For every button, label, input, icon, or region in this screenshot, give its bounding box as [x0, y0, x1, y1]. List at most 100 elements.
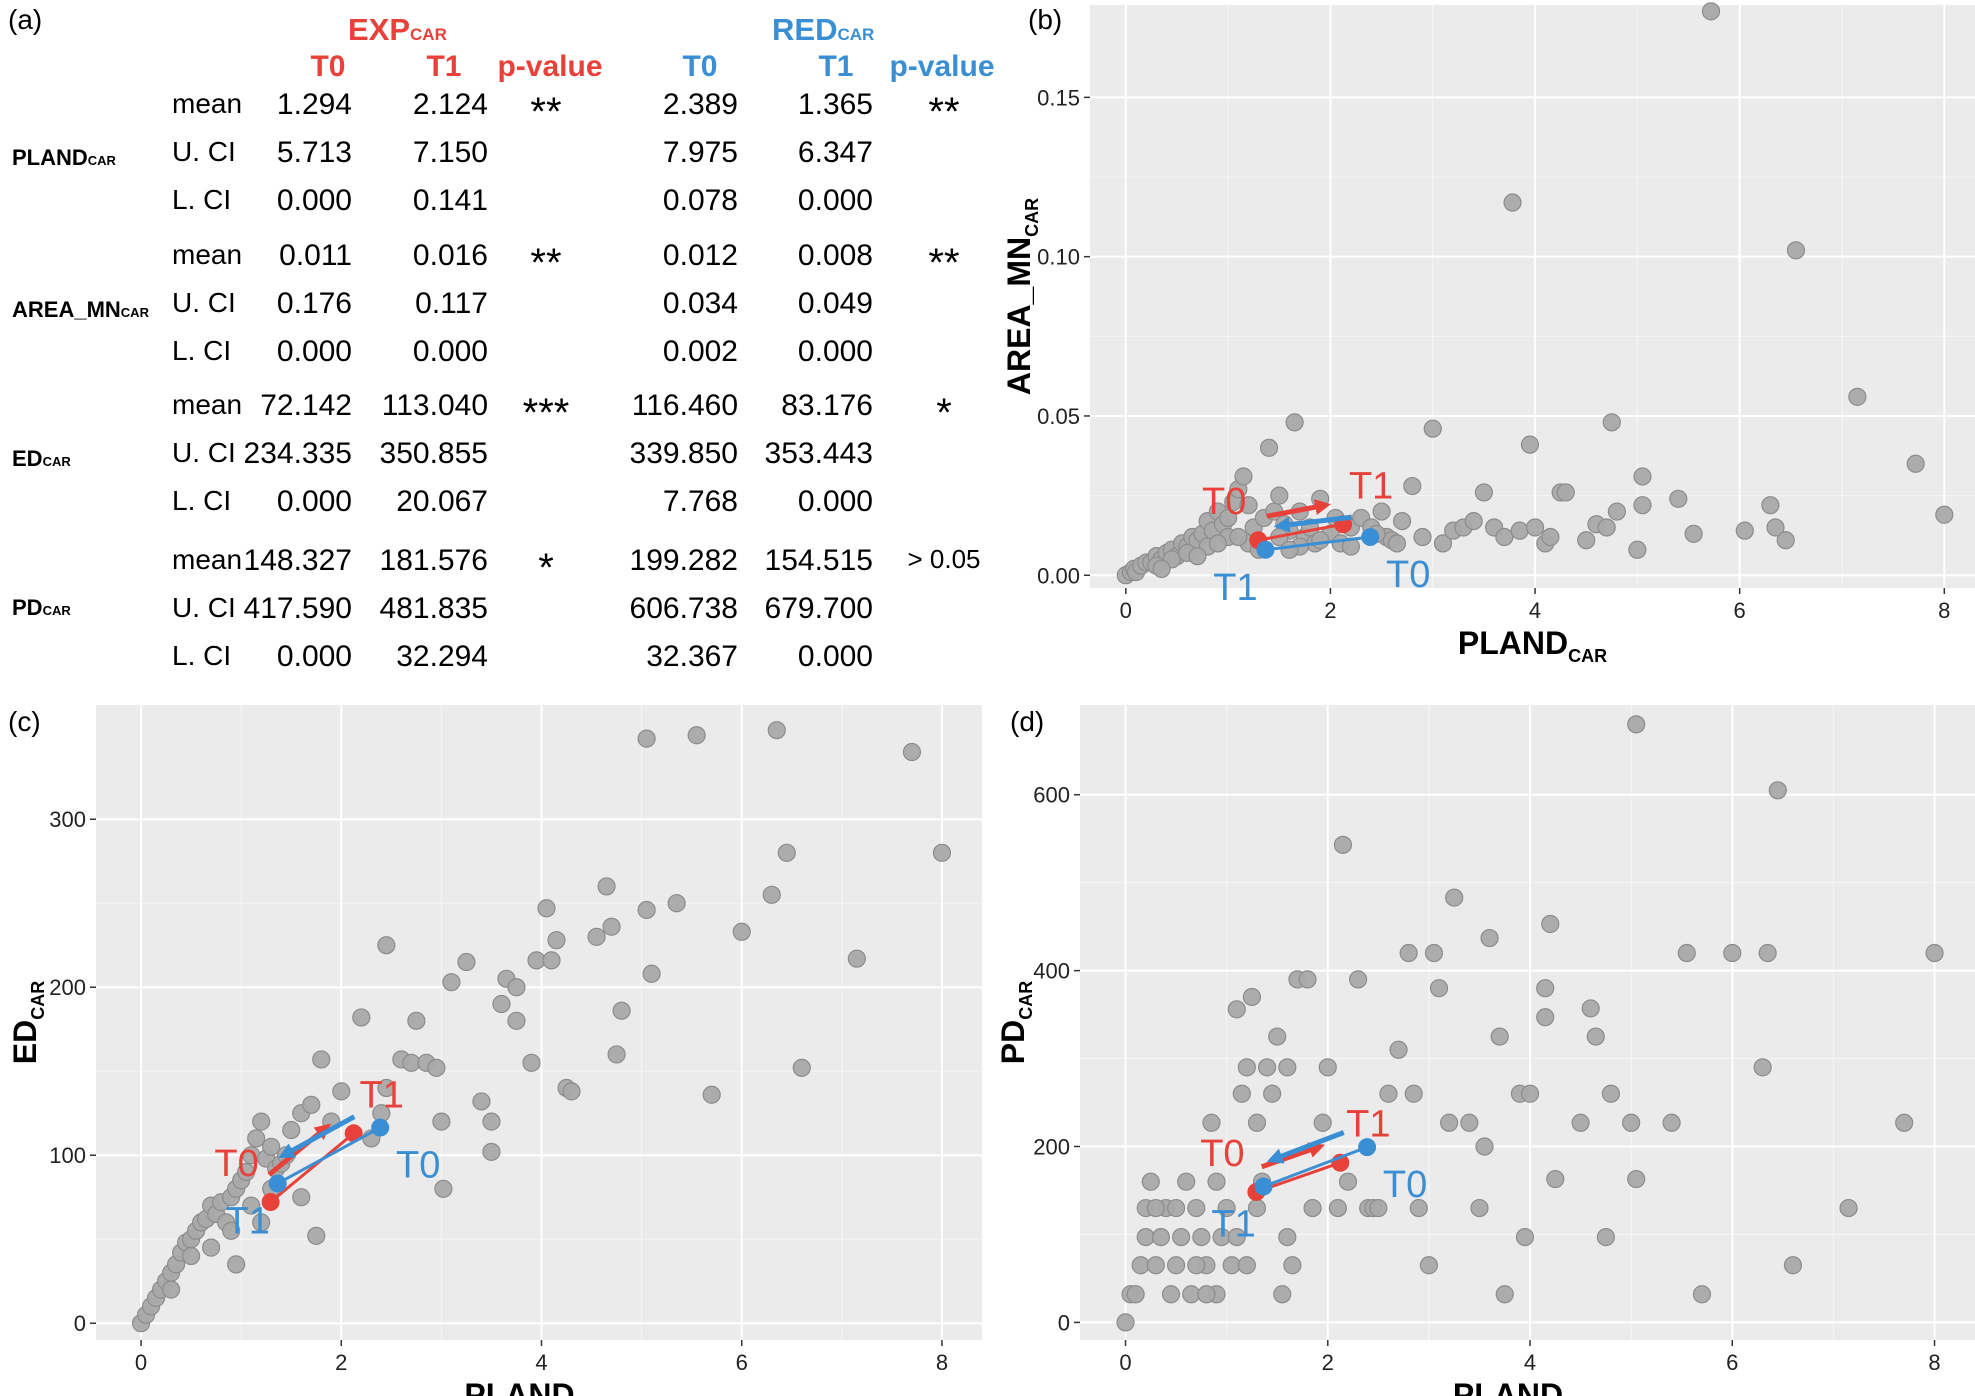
y-tick-label: 200 [1033, 1135, 1070, 1160]
table-cell-exp-t1: 113.040 [381, 389, 488, 422]
table-cell-red-t1: 0.000 [797, 640, 873, 673]
data-point [262, 1137, 281, 1156]
red-connector-line [276, 1126, 381, 1185]
x-tick-label: 4 [535, 1350, 547, 1375]
exp-end-label: T1 [360, 1074, 404, 1116]
data-point [562, 1082, 581, 1101]
table-cell-red-t0: 7.975 [662, 136, 738, 169]
red-connector-line [1263, 1145, 1368, 1188]
red-end-label: T1 [1211, 1204, 1255, 1246]
data-point [282, 1120, 301, 1140]
data-point [482, 1142, 501, 1161]
data-point [767, 721, 786, 740]
data-point [1328, 1198, 1347, 1218]
data-point [1151, 1227, 1171, 1247]
y-tick-label: 0.00 [1037, 563, 1080, 588]
stat-label: mean [172, 239, 243, 270]
data-point [777, 843, 796, 862]
table-cell-red-t0: 0.078 [662, 184, 738, 217]
exp-t0-point [261, 1193, 280, 1212]
data-point [1239, 496, 1258, 515]
exp-col-t0: T0 [310, 50, 346, 83]
data-point [1298, 970, 1317, 989]
table-cell-exp-t0: 72.142 [260, 389, 352, 422]
x-tick-label: 0 [135, 1350, 147, 1375]
table-cell-red-t0: 7.768 [662, 485, 738, 518]
data-point [547, 931, 566, 950]
data-point [252, 1213, 271, 1232]
data-point [1541, 914, 1560, 934]
data-point [1577, 531, 1596, 550]
x-axis-title-main: PLAND [1453, 1377, 1563, 1396]
exp-connector-line [1257, 522, 1344, 542]
data-point [377, 1078, 396, 1098]
data-point [1202, 1113, 1221, 1132]
data-point [1387, 534, 1407, 553]
red-t0-point [371, 1118, 390, 1137]
table-cell-exp-t1: 0.000 [412, 335, 488, 368]
data-point [242, 1196, 261, 1215]
data-point [1242, 987, 1262, 1007]
data-point [1480, 928, 1499, 948]
data-point [1475, 1137, 1494, 1156]
data-point [1311, 531, 1330, 550]
data-point [1409, 1198, 1428, 1218]
data-point [377, 936, 396, 955]
y-tick-label: 300 [49, 807, 86, 832]
data-point [1146, 1198, 1165, 1218]
stat-label: L. CI [172, 485, 232, 516]
data-point [1758, 943, 1777, 963]
table-cell-red-p: ** [928, 241, 960, 285]
table-cell-exp-t0: 5.713 [276, 136, 352, 169]
data-point [1723, 943, 1742, 963]
data-point [667, 894, 686, 913]
data-point [1217, 1198, 1236, 1218]
panel-b-label: (b) [1028, 4, 1063, 35]
data-point [182, 1246, 201, 1266]
data-point [637, 900, 656, 920]
data-point [1257, 1058, 1277, 1077]
x-tick-label: 2 [1322, 1350, 1334, 1375]
data-point [612, 1001, 631, 1020]
data-point [1136, 1227, 1155, 1247]
data-point [302, 1095, 321, 1114]
table-cell-exp-t1: 181.576 [379, 544, 488, 577]
panel-d-label: (d) [1010, 706, 1045, 737]
red-start-label: T0 [396, 1145, 440, 1187]
data-point [1152, 559, 1171, 578]
exp-group-sub: CAR [410, 25, 447, 44]
y-tick-label: 0.15 [1037, 85, 1080, 110]
data-point [1546, 1169, 1565, 1189]
y-tick-label: 0 [1058, 1310, 1070, 1335]
data-point [247, 1129, 266, 1148]
data-point [1627, 715, 1646, 734]
data-point [1571, 1113, 1590, 1132]
table-cell-exp-t1: 0.016 [412, 239, 488, 272]
data-point [507, 1011, 526, 1030]
stat-label: mean [172, 544, 243, 575]
data-point [1207, 1172, 1226, 1191]
variable-label: AREA_MNCAR [12, 297, 149, 323]
data-point [1510, 521, 1529, 540]
table-cell-exp-t0: 148.327 [243, 544, 352, 577]
data-point [1146, 1256, 1165, 1275]
table-cell-exp-t1: 0.141 [412, 184, 488, 217]
data-point [1597, 518, 1616, 537]
chart-c: 024680100200300T0T1T0T1PLANDCAREDCAR [7, 705, 982, 1396]
x-axis-title: PLANDCAR [1458, 625, 1607, 666]
data-point [292, 1188, 311, 1207]
data-point [1581, 999, 1600, 1018]
variable-name: AREA_MN [12, 297, 121, 322]
data-point [542, 951, 561, 970]
x-axis-title-main: PLAND [464, 1377, 574, 1396]
data-point [1460, 1113, 1479, 1132]
x-tick-label: 2 [1324, 598, 1336, 623]
data-point [1419, 1256, 1438, 1275]
red-col-t0: T0 [682, 50, 718, 83]
table-cell-exp-t0: 0.000 [276, 485, 352, 518]
data-point [1285, 413, 1304, 432]
data-point [902, 742, 922, 762]
red-t1-point [268, 1174, 287, 1193]
data-point [1208, 534, 1227, 553]
data-point [202, 1238, 221, 1257]
